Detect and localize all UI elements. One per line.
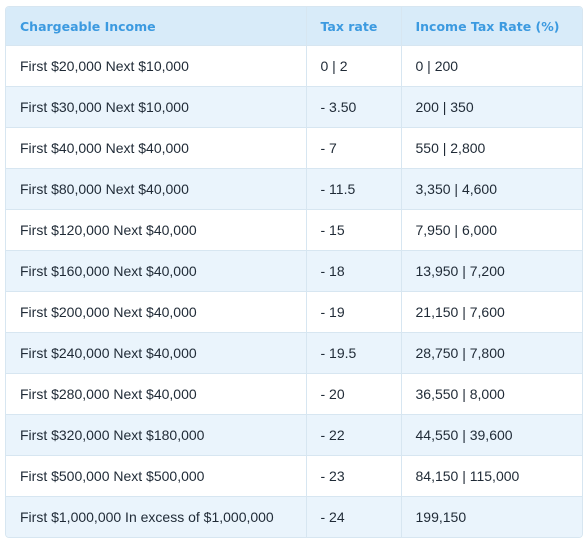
income-tax-cell: 200 | 350 (401, 86, 582, 128)
tax-rate-cell: - 22 (306, 414, 402, 456)
table-row: First $1,000,000 In excess of $1,000,000… (6, 496, 582, 537)
income-tax-cell: 28,750 | 7,800 (401, 332, 582, 374)
income-tax-cell: 36,550 | 8,000 (401, 373, 582, 415)
income-tax-cell: 84,150 | 115,000 (401, 455, 582, 497)
header-income-tax-rate: Income Tax Rate (%) (401, 7, 582, 46)
income-tax-cell: 550 | 2,800 (401, 127, 582, 169)
tax-rate-cell: - 3.50 (306, 86, 402, 128)
table-row: First $320,000 Next $180,000 - 22 44,550… (6, 414, 582, 456)
table-row: First $500,000 Next $500,000 - 23 84,150… (6, 455, 582, 497)
tax-rate-cell: - 20 (306, 373, 402, 415)
table-row: First $20,000 Next $10,000 0 | 2 0 | 200 (6, 45, 582, 87)
chargeable-income-cell: First $500,000 Next $500,000 (6, 455, 307, 497)
tax-rate-cell: 0 | 2 (306, 45, 402, 87)
tax-rate-cell: - 18 (306, 250, 402, 292)
table-row: First $30,000 Next $10,000 - 3.50 200 | … (6, 86, 582, 128)
income-tax-cell: 3,350 | 4,600 (401, 168, 582, 210)
chargeable-income-cell: First $240,000 Next $40,000 (6, 332, 307, 374)
tax-rate-cell: - 23 (306, 455, 402, 497)
income-tax-cell: 44,550 | 39,600 (401, 414, 582, 456)
income-tax-cell: 199,150 (401, 496, 582, 537)
table-row: First $240,000 Next $40,000 - 19.5 28,75… (6, 332, 582, 374)
tax-rate-cell: - 19.5 (306, 332, 402, 374)
chargeable-income-cell: First $160,000 Next $40,000 (6, 250, 307, 292)
table-row: First $40,000 Next $40,000 - 7 550 | 2,8… (6, 127, 582, 169)
chargeable-income-cell: First $120,000 Next $40,000 (6, 209, 307, 251)
income-tax-cell: 7,950 | 6,000 (401, 209, 582, 251)
table-header-row: Chargeable Income Tax rate Income Tax Ra… (6, 7, 582, 46)
table-row: First $120,000 Next $40,000 - 15 7,950 |… (6, 209, 582, 251)
chargeable-income-cell: First $80,000 Next $40,000 (6, 168, 307, 210)
tax-rate-cell: - 24 (306, 496, 402, 537)
tax-rate-table: Chargeable Income Tax rate Income Tax Ra… (6, 7, 582, 537)
table-row: First $160,000 Next $40,000 - 18 13,950 … (6, 250, 582, 292)
table-row: First $280,000 Next $40,000 - 20 36,550 … (6, 373, 582, 415)
table-row: First $200,000 Next $40,000 - 19 21,150 … (6, 291, 582, 333)
tax-rate-cell: - 11.5 (306, 168, 402, 210)
tax-rate-table-container: Chargeable Income Tax rate Income Tax Ra… (5, 6, 583, 538)
chargeable-income-cell: First $30,000 Next $10,000 (6, 86, 307, 128)
chargeable-income-cell: First $280,000 Next $40,000 (6, 373, 307, 415)
chargeable-income-cell: First $200,000 Next $40,000 (6, 291, 307, 333)
chargeable-income-cell: First $40,000 Next $40,000 (6, 127, 307, 169)
chargeable-income-cell: First $20,000 Next $10,000 (6, 45, 307, 87)
chargeable-income-cell: First $1,000,000 In excess of $1,000,000 (6, 496, 307, 537)
header-tax-rate: Tax rate (306, 7, 402, 46)
header-chargeable-income: Chargeable Income (6, 7, 307, 46)
tax-rate-cell: - 15 (306, 209, 402, 251)
tax-rate-cell: - 7 (306, 127, 402, 169)
income-tax-cell: 13,950 | 7,200 (401, 250, 582, 292)
tax-rate-cell: - 19 (306, 291, 402, 333)
chargeable-income-cell: First $320,000 Next $180,000 (6, 414, 307, 456)
table-row: First $80,000 Next $40,000 - 11.5 3,350 … (6, 168, 582, 210)
income-tax-cell: 21,150 | 7,600 (401, 291, 582, 333)
income-tax-cell: 0 | 200 (401, 45, 582, 87)
